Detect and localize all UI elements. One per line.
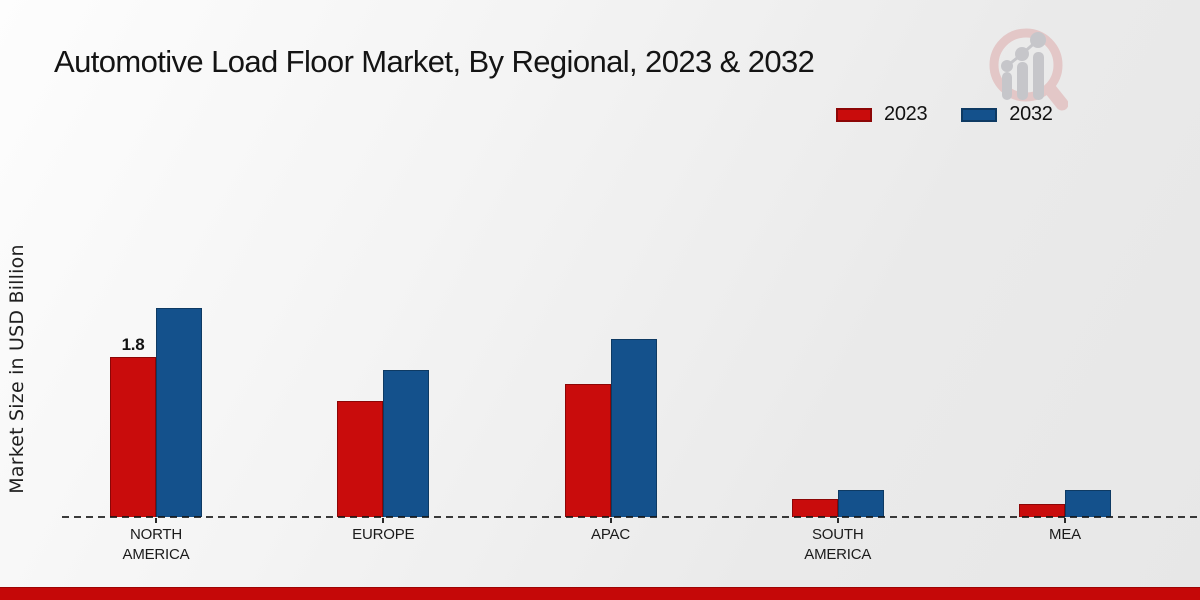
value-label-2023-north-america: 1.8: [121, 335, 145, 354]
baseline-dashed: [62, 516, 1198, 518]
bar-2032-europe: [383, 370, 430, 517]
category-label-mea: MEA: [1049, 526, 1081, 543]
bar-2023-europe: [337, 401, 384, 517]
y-axis-label: Market Size in USD Billion: [6, 244, 28, 494]
category-label-apac: APAC: [591, 526, 630, 543]
x-tick-apac: [609, 518, 612, 523]
x-tick-mea: [1064, 518, 1066, 523]
x-tick-north-america: [155, 518, 157, 523]
legend-item-2023: 2023: [836, 103, 928, 126]
legend-label-2023: 2023: [884, 103, 928, 125]
legend-swatch-2032: [961, 107, 998, 122]
category-label-north-america: NORTH AMERICA: [122, 526, 190, 563]
bar-2023-south-america: [791, 499, 838, 517]
legend-swatch-2023: [836, 107, 872, 122]
bar-2032-apac: [610, 339, 657, 517]
legend-item-2032: 2032: [961, 103, 1053, 126]
magnifier-growth-chart-logo: [989, 28, 1068, 111]
x-tick-south-america: [836, 518, 839, 523]
category-label-south-america: SOUTH AMERICA: [804, 526, 872, 563]
legend-label-2032: 2032: [1009, 103, 1053, 125]
chart-title: Automotive Load Floor Market, By Regiona…: [54, 44, 815, 79]
category-label-europe: EUROPE: [352, 526, 415, 543]
bar-2023-mea: [1019, 504, 1065, 517]
footer-accent-bar: [0, 587, 1200, 600]
bar-2023-north-america: [110, 357, 156, 517]
x-tick-europe: [382, 518, 385, 523]
bar-2032-south-america: [837, 490, 884, 517]
bar-2023-apac: [564, 384, 611, 517]
bar-2032-mea: [1065, 490, 1111, 517]
bar-2032-north-america: [156, 308, 202, 517]
legend: 2023 2032: [836, 103, 1053, 126]
